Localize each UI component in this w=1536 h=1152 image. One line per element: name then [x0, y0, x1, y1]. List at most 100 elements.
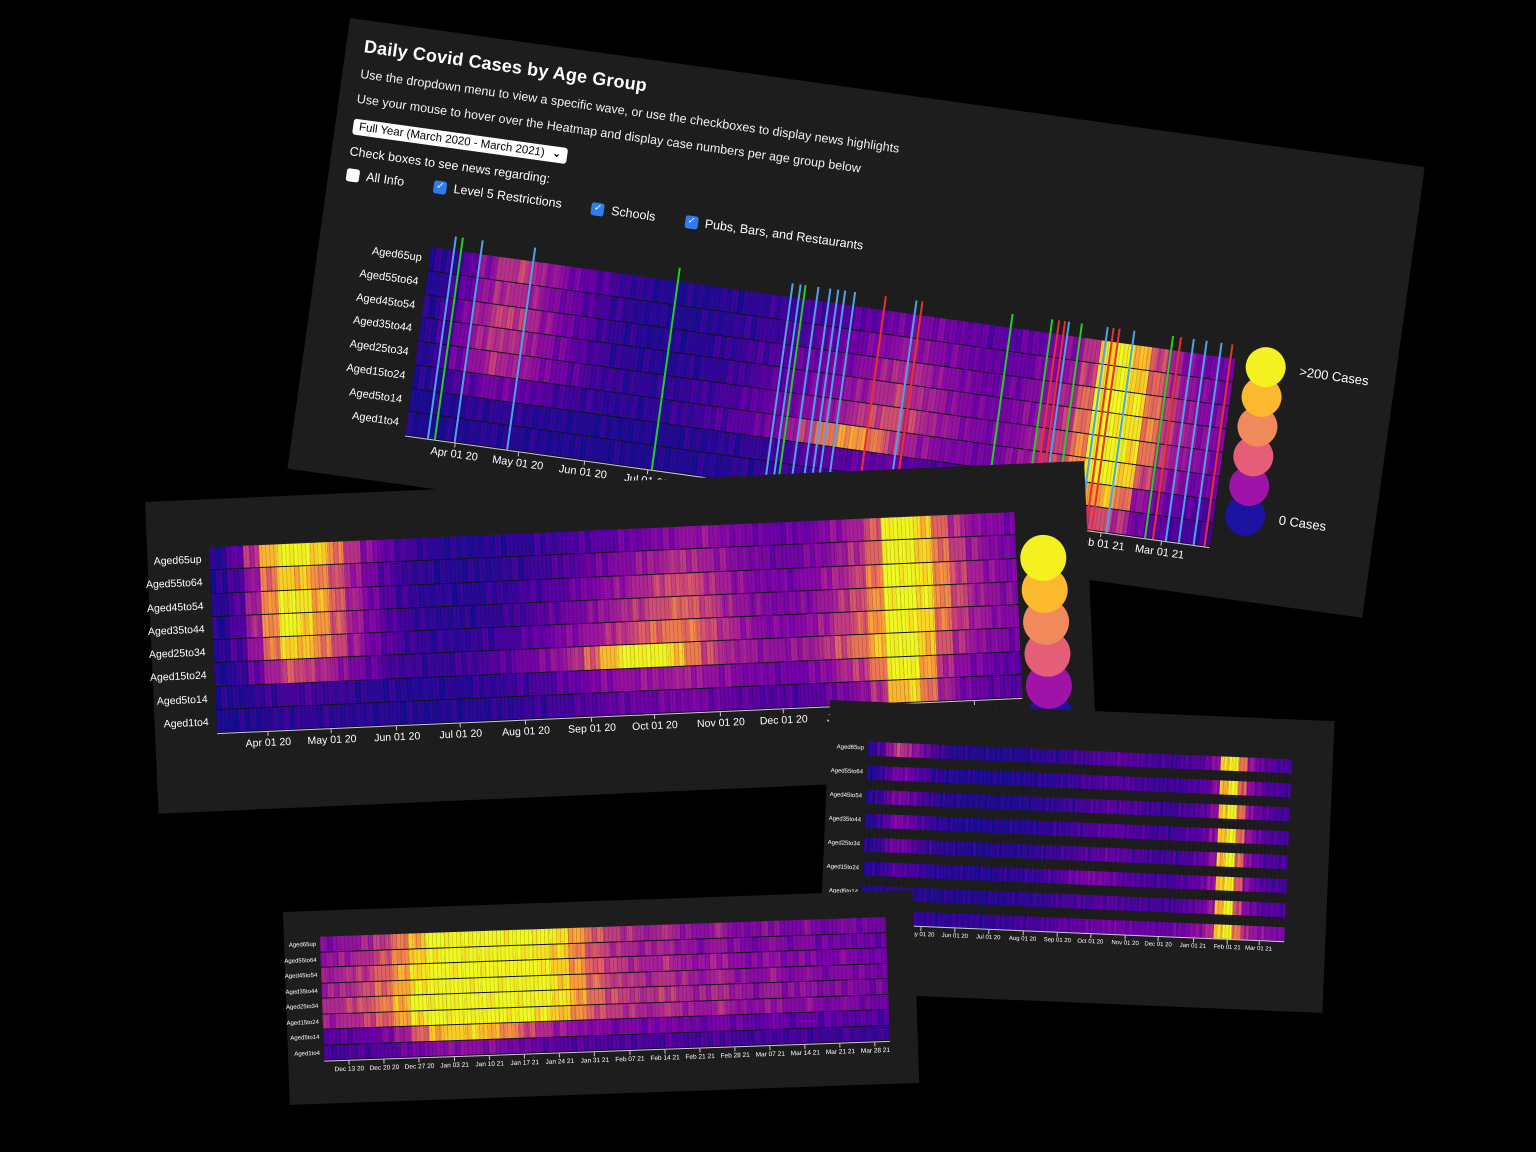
heatmap-cell[interactable] [658, 1001, 677, 1017]
heatmap-cell[interactable] [465, 1039, 484, 1055]
heatmap-cell[interactable] [630, 574, 649, 598]
heatmap-cell[interactable] [764, 568, 783, 592]
heatmap-cell[interactable] [732, 593, 751, 617]
heatmap-cell[interactable] [1276, 902, 1286, 918]
heatmap-cell[interactable] [320, 967, 340, 983]
heatmap-cell[interactable] [691, 938, 710, 954]
heatmap-cell[interactable] [517, 1006, 536, 1022]
heatmap-cell[interactable] [482, 1023, 501, 1039]
heatmap-cell[interactable] [745, 967, 764, 983]
heatmap-cell[interactable] [796, 520, 815, 544]
heatmap-cell[interactable] [346, 610, 365, 634]
heatmap-cell[interactable] [865, 564, 884, 588]
heatmap-cell[interactable] [662, 526, 680, 550]
heatmap-cell[interactable] [712, 1030, 731, 1047]
heatmap-cell[interactable] [980, 512, 999, 536]
heatmap-cell[interactable] [656, 955, 676, 971]
heatmap-cell[interactable] [851, 634, 870, 658]
heatmap-cell[interactable] [477, 534, 496, 558]
heatmap-cell[interactable] [374, 980, 393, 996]
heatmap-cell[interactable] [315, 681, 334, 705]
heatmap-cell[interactable] [799, 590, 818, 614]
heatmap-cell[interactable] [579, 553, 597, 577]
heatmap-cell[interactable] [815, 566, 833, 590]
heatmap-cell[interactable] [518, 695, 536, 719]
heatmap-cell[interactable] [310, 565, 329, 589]
heatmap-cell[interactable] [462, 977, 482, 993]
heatmap-cell[interactable] [780, 544, 799, 568]
heatmap-cell[interactable] [799, 981, 818, 997]
heatmap-cell[interactable] [881, 540, 900, 564]
heatmap-cell[interactable] [394, 1042, 413, 1058]
heatmap-cell[interactable] [434, 699, 453, 723]
heatmap-cell[interactable] [657, 970, 676, 986]
heatmap-cell[interactable] [359, 1043, 378, 1059]
heatmap-cell[interactable] [606, 1034, 625, 1050]
heatmap-cell[interactable] [293, 566, 312, 590]
heatmap-cell[interactable] [914, 538, 933, 562]
checked-checkbox-icon[interactable]: ✓ [590, 201, 606, 217]
heatmap-cell[interactable] [603, 941, 622, 957]
heatmap-cell[interactable] [212, 616, 230, 640]
heatmap-cell[interactable] [551, 974, 570, 990]
heatmap-cell[interactable] [728, 968, 747, 984]
heatmap-cell[interactable] [381, 655, 400, 679]
heatmap-cell[interactable] [410, 537, 429, 561]
heatmap-cell[interactable] [1001, 604, 1020, 628]
heatmap-cell[interactable] [482, 1038, 501, 1055]
heatmap-cell[interactable] [281, 659, 299, 683]
heatmap-cell[interactable] [695, 525, 714, 549]
heatmap-cell[interactable] [243, 568, 262, 592]
heatmap-cell[interactable] [322, 1013, 341, 1029]
heatmap-cell[interactable] [392, 995, 411, 1011]
heatmap-cell[interactable] [1206, 427, 1226, 453]
heatmap-cell[interactable] [495, 557, 514, 581]
heatmap-cell[interactable] [634, 667, 653, 691]
heatmap-cell[interactable] [357, 1012, 377, 1028]
heatmap-cell[interactable] [733, 616, 752, 640]
heatmap-cell[interactable] [936, 654, 955, 678]
heatmap-cell[interactable] [640, 986, 659, 1003]
checkbox-item-0[interactable]: All Info [345, 167, 405, 189]
heatmap-cell[interactable] [616, 645, 635, 669]
heatmap-cell[interactable] [347, 633, 366, 657]
heatmap-cell[interactable] [913, 515, 932, 539]
heatmap-cell[interactable] [999, 558, 1018, 582]
heatmap-cell[interactable] [312, 611, 331, 635]
heatmap-cell[interactable] [551, 694, 570, 718]
heatmap-cell[interactable] [898, 539, 916, 563]
heatmap-cell[interactable] [329, 611, 348, 635]
heatmap-cell[interactable] [444, 559, 463, 583]
heatmap-cell[interactable] [966, 560, 984, 583]
heatmap-cell[interactable] [585, 692, 604, 716]
heatmap-cell[interactable] [596, 552, 614, 576]
heatmap-cell[interactable] [446, 1009, 465, 1025]
heatmap-cell[interactable] [276, 543, 294, 567]
heatmap-cell[interactable] [871, 1009, 890, 1026]
heatmap-cell[interactable] [547, 601, 566, 625]
heatmap-cell[interactable] [467, 698, 486, 722]
heatmap-cell[interactable] [376, 539, 395, 563]
heatmap-cell[interactable] [380, 632, 399, 656]
heatmap-cell[interactable] [693, 985, 712, 1001]
heatmap-cell[interactable] [624, 1034, 643, 1050]
heatmap-cell[interactable] [780, 935, 799, 951]
heatmap-cell[interactable] [482, 650, 501, 674]
heatmap-cell[interactable] [620, 941, 640, 957]
heatmap-cell[interactable] [481, 627, 500, 651]
heatmap-cell[interactable] [451, 698, 469, 722]
heatmap-cell[interactable] [496, 929, 515, 946]
heatmap-cell[interactable] [753, 685, 771, 709]
heatmap-cell[interactable] [667, 642, 685, 666]
heatmap-cell[interactable] [947, 514, 966, 538]
heatmap-cell[interactable] [631, 597, 650, 621]
heatmap-cell[interactable] [729, 1014, 748, 1030]
heatmap-cell[interactable] [1000, 581, 1019, 605]
heatmap-cell[interactable] [656, 939, 675, 955]
heatmap-cell[interactable] [565, 624, 584, 648]
heatmap-cell[interactable] [338, 950, 357, 967]
heatmap-cell[interactable] [339, 997, 358, 1013]
heatmap-cell[interactable] [736, 686, 755, 710]
heatmap-cell[interactable] [443, 931, 462, 947]
heatmap-cell[interactable] [628, 528, 647, 552]
